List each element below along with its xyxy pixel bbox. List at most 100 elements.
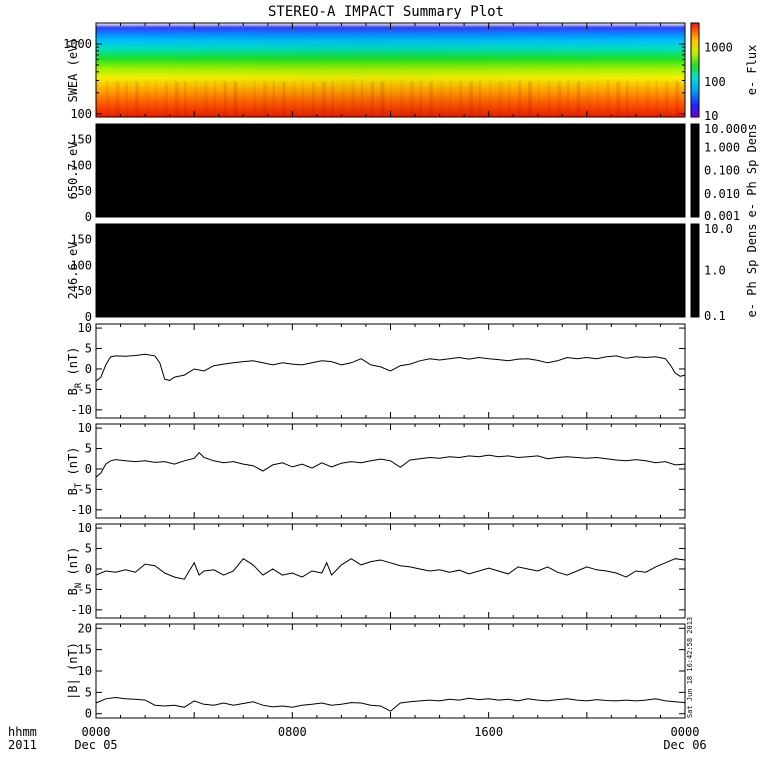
spectrogram-stripe [429,81,433,117]
colorbar [690,123,700,218]
y-tick-label: 0 [85,210,92,224]
colorbar-tick-label: 100 [704,75,726,89]
spectrogram-stripe [586,81,591,117]
colorbar-tick-label: 1.0 [704,264,726,278]
y-axis-label: BR (nT) [66,347,84,396]
spectrogram-stripe [194,81,198,117]
y-tick-label: -10 [70,403,92,417]
y-tick-label: 10 [78,421,92,435]
spectrogram-stripe [557,81,562,117]
y-label-subscript: N [74,583,84,588]
spectrogram-stripe [115,81,120,117]
colorbar-tick-label: 0.001 [704,209,740,223]
y-axis-label: BT (nT) [66,447,84,496]
spectrogram-stripe [292,81,297,117]
panel-bn: -10 -5 0 5 10 BN (nT) [66,521,686,619]
time-tick-label: 0000 [82,725,111,739]
colorbar-tick-label: 10.0 [704,222,733,236]
y-tick-label: -5 [78,582,92,596]
y-tick-label: 100 [70,107,92,121]
spectrogram-stripe [606,81,610,117]
spectrogram-stripe [341,81,345,117]
spectrogram-stripe [527,81,532,117]
panel-bmag: 0 5 10 15 20 |B| (nT) [66,621,686,721]
time-tick-label: 0000 [671,725,700,739]
spectrogram-stripe [302,81,305,117]
spectrogram-stripe [351,81,356,117]
colorbar-tick-label: 0.100 [704,164,740,178]
time-tick-label: 0800 [278,725,307,739]
pad-fill [96,224,685,317]
series-line [95,451,686,478]
y-tick-label: 100 [70,258,92,272]
spectrogram-stripe [331,81,334,117]
spectrogram-stripe [390,81,393,117]
spectrogram-stripe [488,81,492,117]
spectrogram-stripe [537,81,540,117]
spectrogram-stripe [478,81,481,117]
y-label-unit: (nT) [66,547,80,583]
spectrogram-stripe [243,81,246,117]
spectrogram-stripe [547,81,551,117]
y-tick-label: 10 [78,321,92,335]
y-axis-label: |B| (nT) [66,642,80,700]
panel-frame [95,523,686,619]
y-tick-label: 20 [78,621,92,635]
spectrogram-stripe [213,81,216,117]
y-tick-label: -10 [70,503,92,517]
colorbar [690,223,700,318]
y-tick-label: 5 [85,685,92,699]
time-tick-date: Dec 06 [663,738,706,752]
spectrogram-stripe [459,81,463,117]
y-label-main: B [66,588,80,595]
spectrogram-stripe [311,81,315,117]
spectrogram-stripe [419,81,422,117]
y-axis-label: 650.7 eV [66,142,80,200]
y-label-main: B [66,388,80,395]
spectrogram-stripe [164,81,168,117]
colorbar-tick-label: 10.000 [704,122,747,136]
colorbar-label: e- Ph Sp Dens [745,124,759,218]
spectrogram-stripe [518,81,522,117]
y-tick-label: 0 [85,310,92,324]
spectrogram-stripe [577,81,581,117]
y-tick-label: 50 [78,284,92,298]
y-tick-label: 50 [78,184,92,198]
series-line [95,696,686,712]
y-tick-label: 15 [78,643,92,657]
y-tick-label: 150 [70,233,92,247]
y-tick-label: 0 [85,462,92,476]
spectrogram-stripe [616,81,621,117]
spectrogram-stripe [380,81,385,117]
panel-bt: -10 -5 0 5 10 BT (nT) [66,421,686,519]
spectrogram-stripe [321,81,326,117]
time-tick-date: Dec 05 [74,738,117,752]
y-label-unit: (nT) [66,347,80,383]
panel-frame [95,423,686,519]
colorbar-tick-label: 10 [704,109,718,123]
y-tick-label: -5 [78,482,92,496]
spectrogram-stripe [253,81,257,117]
y-tick-label: 100 [70,158,92,172]
y-tick-label: 5 [85,442,92,456]
spectrogram-stripe [400,81,404,117]
y-tick-label: 0 [85,707,92,721]
spectrogram-stripe [410,81,415,117]
spectrogram-stripe [145,81,150,117]
y-axis-label: BN (nT) [66,547,84,596]
spectrogram-stripe [184,81,187,117]
spectrogram-stripe [174,81,179,117]
spectrogram-stripe [125,81,128,117]
spectrogram-stripe [361,81,364,117]
series-line [95,558,686,580]
y-tick-label: 150 [70,133,92,147]
colorbar-tick-label: 0.1 [704,309,726,323]
plot-title: STEREO-A IMPACT Summary Plot [268,4,504,20]
spectrogram-stripe [282,81,286,117]
spectrogram-stripe [135,81,139,117]
